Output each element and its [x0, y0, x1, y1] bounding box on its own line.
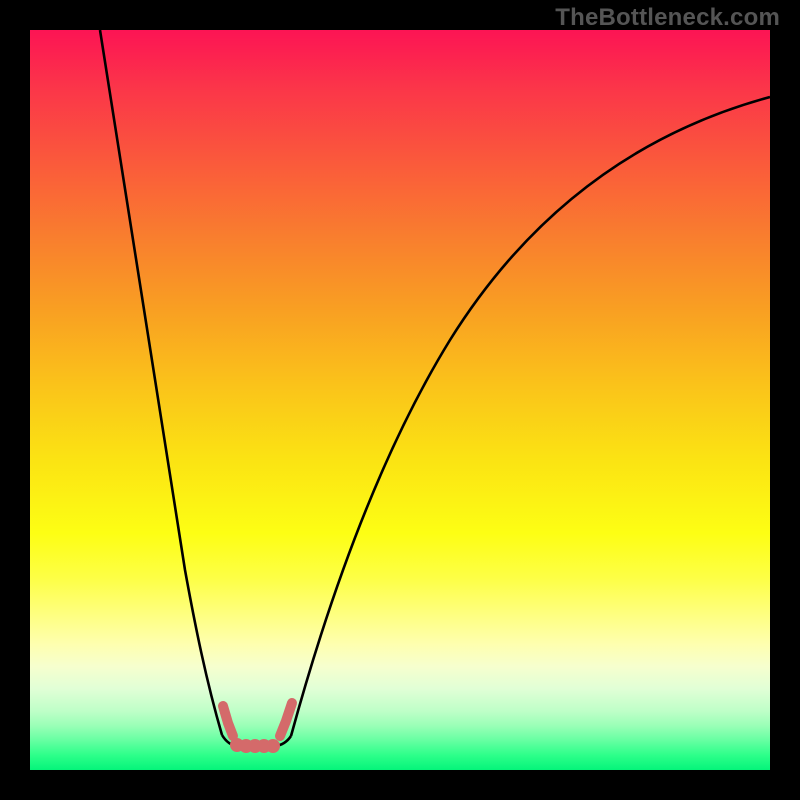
curve-right-branch — [291, 97, 770, 736]
marker-left-cluster — [223, 706, 233, 736]
plot-area — [30, 30, 770, 770]
marker-dot — [266, 739, 280, 753]
chart-canvas: TheBottleneck.com — [0, 0, 800, 800]
curve-left-branch — [100, 30, 222, 735]
marker-right-cluster — [280, 703, 292, 736]
marker-bottom-dots — [230, 738, 280, 753]
bottleneck-curve-svg — [30, 30, 770, 770]
watermark-text: TheBottleneck.com — [555, 4, 780, 32]
